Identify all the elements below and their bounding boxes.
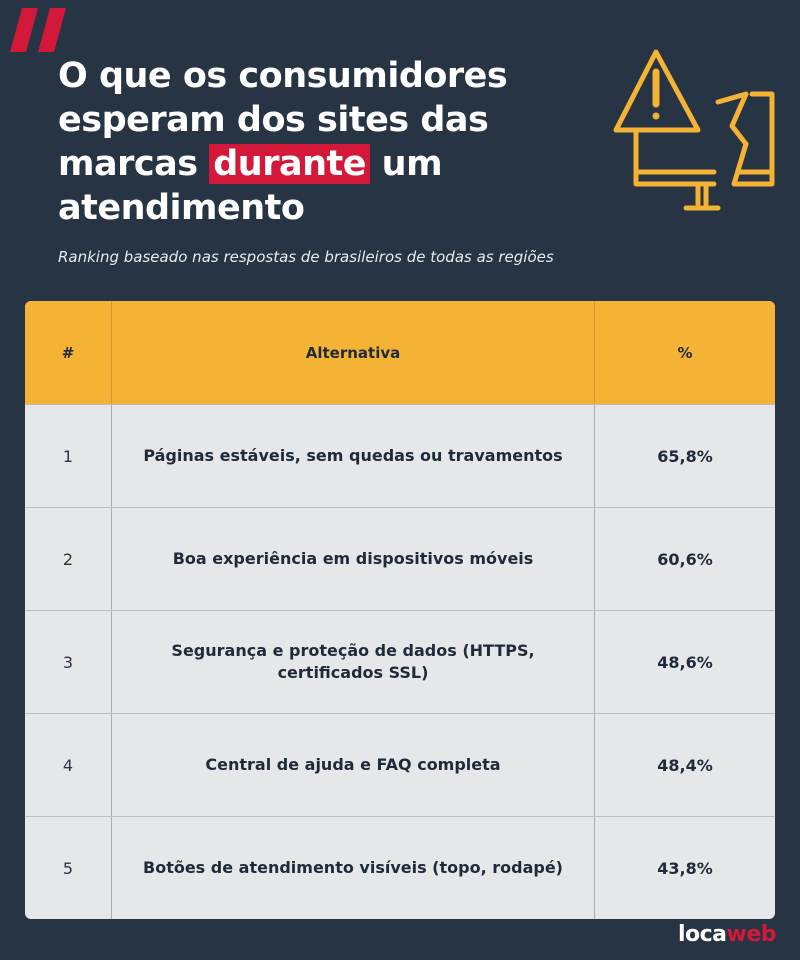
- rank-cell: 5: [62, 858, 74, 878]
- percent-cell: 48,6%: [657, 652, 713, 672]
- rank-cell: 2: [62, 549, 74, 569]
- percent-cell: 60,6%: [657, 549, 713, 569]
- percent-cell: 48,4%: [657, 755, 713, 775]
- alternative-cell: Segurança e proteção de dados (HTTPS, ce…: [111, 611, 595, 713]
- alternative-cell: Páginas estáveis, sem quedas ou travamen…: [111, 405, 595, 507]
- title-text-end: um atendimento: [58, 144, 443, 228]
- logo-text-main: loca: [677, 922, 727, 947]
- table-row: 2 Boa experiência em dispositivos móveis…: [25, 507, 775, 610]
- column-header-percent: %: [677, 343, 693, 362]
- logo-text-accent: web: [726, 922, 777, 947]
- alternative-cell: Boa experiência em dispositivos móveis: [111, 508, 595, 610]
- percent-cell: 43,8%: [657, 858, 713, 878]
- table-row: 4 Central de ajuda e FAQ completa 48,4%: [25, 713, 775, 816]
- table-row: 5 Botões de atendimento visíveis (topo, …: [25, 816, 775, 919]
- table-header: # Alternativa %: [25, 301, 775, 404]
- alternative-cell: Botões de atendimento visíveis (topo, ro…: [111, 817, 595, 919]
- subtitle: Ranking baseado nas respostas de brasile…: [58, 248, 554, 266]
- ranking-table: # Alternativa % 1 Páginas estáveis, sem …: [25, 301, 775, 919]
- rank-cell: 1: [62, 446, 74, 466]
- column-header-alternative: Alternativa: [111, 301, 595, 404]
- percent-cell: 65,8%: [657, 446, 713, 466]
- page-title: O que os consumidores esperam dos sites …: [58, 54, 578, 230]
- rank-cell: 3: [62, 652, 74, 672]
- alternative-cell: Central de ajuda e FAQ completa: [111, 714, 595, 816]
- title-text-start: O que os consumidores esperam dos sites …: [58, 56, 508, 184]
- table-row: 1 Páginas estáveis, sem quedas ou travam…: [25, 404, 775, 507]
- rank-cell: 4: [62, 755, 74, 775]
- warning-broken-monitor-icon: [613, 49, 775, 211]
- title-highlight: durante: [209, 144, 370, 184]
- quote-mark-icon: [10, 8, 66, 52]
- brand-logo: locaweb: [677, 922, 777, 947]
- column-header-rank: #: [61, 343, 75, 362]
- table-row: 3 Segurança e proteção de dados (HTTPS, …: [25, 610, 775, 713]
